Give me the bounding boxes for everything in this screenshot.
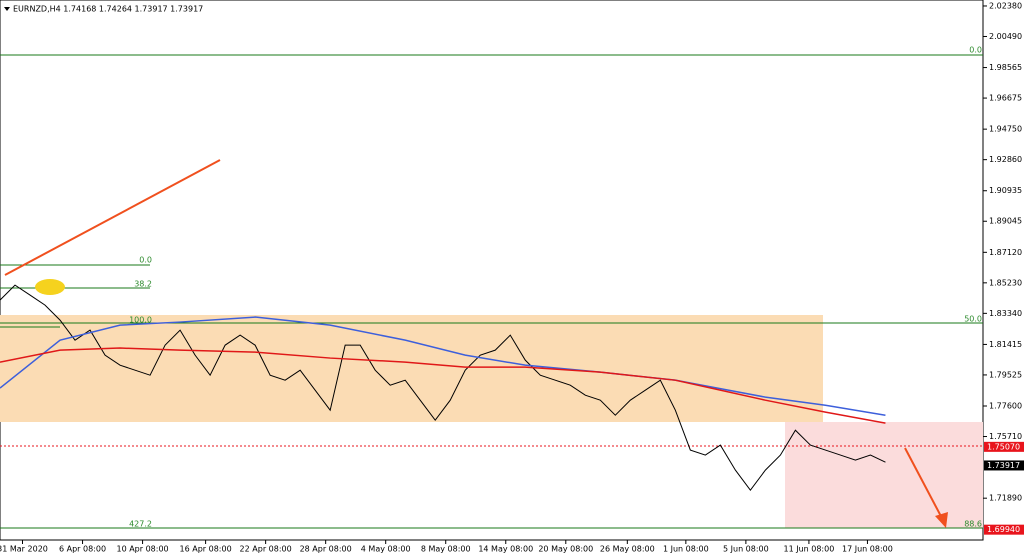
menu-icon[interactable]	[4, 7, 10, 11]
y-tick-label: 1.87120	[989, 248, 1022, 257]
y-tick-label: 1.85230	[989, 278, 1022, 287]
y-tick-label: 2.02380	[989, 1, 1022, 10]
x-tick-label: 6 Apr 08:00	[59, 545, 106, 554]
fib-label: 50.0	[964, 315, 982, 324]
series-line	[0, 316, 886, 416]
price-marker	[984, 524, 1024, 535]
price-marker	[984, 460, 1024, 471]
x-tick-label: 1 Jun 08:00	[663, 545, 709, 554]
highlight	[35, 279, 65, 295]
y-tick-label: 1.96675	[989, 94, 1022, 103]
fib-label: 427.2	[129, 520, 152, 529]
x-tick-label: 5 Jun 08:00	[723, 545, 769, 554]
y-tick-label: 1.89045	[989, 217, 1022, 226]
y-tick-label: 1.98565	[989, 63, 1022, 72]
price-marker-label: 1.73917	[987, 461, 1020, 470]
x-tick-label: 31 Mar 2020	[0, 545, 48, 554]
chart-title: EURNZD,H4 1.74168 1.74264 1.73917 1.7391…	[13, 5, 203, 14]
series-line	[0, 347, 886, 424]
price-marker	[984, 441, 1024, 452]
y-tick-label: 1.79525	[989, 370, 1022, 379]
range-zone	[0, 315, 823, 422]
x-tick-label: 28 Apr 08:00	[300, 545, 352, 554]
price-marker-label: 1.69940	[987, 525, 1020, 534]
x-tick-label: 22 Apr 08:00	[240, 545, 292, 554]
y-tick-label: 1.90935	[989, 186, 1022, 195]
series-line	[0, 284, 886, 491]
y-tick-label: 1.71890	[989, 494, 1022, 503]
fib-label: 100.0	[129, 316, 152, 325]
trend-line	[4, 159, 221, 276]
x-tick-label: 8 May 08:00	[421, 545, 471, 554]
x-tick-label: 20 May 08:00	[538, 545, 593, 554]
price-marker-label: 1.75070	[987, 442, 1020, 451]
fib-label: 38.2	[134, 280, 152, 289]
target-zone	[785, 422, 983, 528]
y-tick-label: 1.77600	[989, 402, 1022, 411]
y-tick-label: 1.83340	[989, 309, 1022, 318]
fib-label: 0.0	[139, 256, 152, 265]
y-tick-label: 1.94750	[989, 125, 1022, 134]
y-tick-label: 1.75710	[989, 432, 1022, 441]
x-tick-label: 14 May 08:00	[478, 545, 533, 554]
y-tick-label: 1.81415	[989, 340, 1022, 349]
x-tick-label: 26 May 08:00	[600, 545, 655, 554]
x-tick-label: 16 Apr 08:00	[180, 545, 232, 554]
x-tick-label: 4 May 08:00	[361, 545, 411, 554]
x-tick-label: 11 Jun 08:00	[783, 545, 834, 554]
fib-label: 88.6	[964, 520, 982, 529]
x-tick-label: 17 Jun 08:00	[842, 545, 893, 554]
y-tick-label: 1.92860	[989, 155, 1022, 164]
arrow-head	[935, 512, 948, 528]
x-tick-label: 10 Apr 08:00	[116, 545, 168, 554]
arrow-shaft	[904, 447, 945, 523]
y-tick-label: 2.00490	[989, 32, 1022, 41]
fib-label: 0.0	[969, 46, 982, 55]
